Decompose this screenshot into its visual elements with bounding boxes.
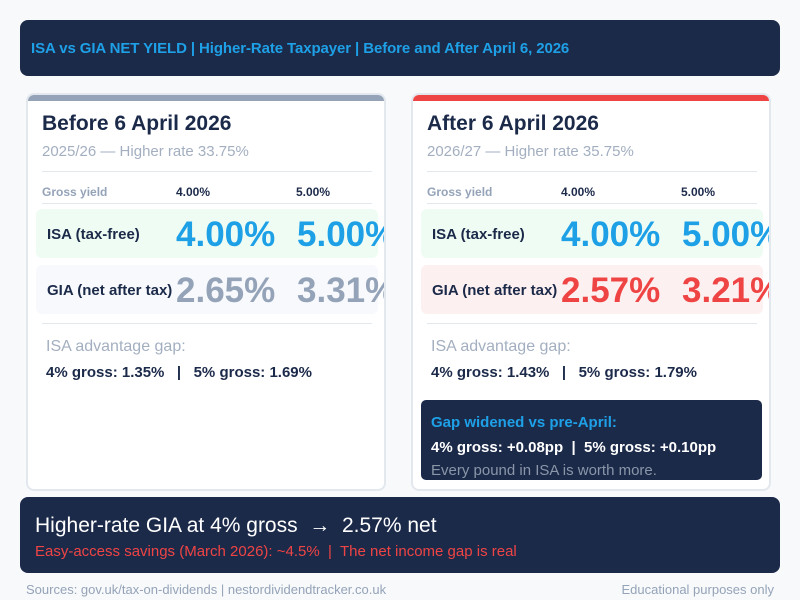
card-subtitle: 2026/27 — Higher rate 35.75% [427, 143, 634, 160]
isa-yield-5: 5.00% [297, 215, 384, 254]
gross-yield-label: Gross yield [42, 185, 108, 199]
isa-row: ISA (tax-free) 4.00% 5.00% [36, 209, 384, 258]
card-accent-bar [413, 95, 769, 101]
divider [42, 323, 372, 324]
gross-yield-4: 4.00% [176, 185, 211, 199]
gross-yield-5: 5.00% [681, 185, 716, 199]
summary-headline: Higher-rate GIA at 4% gross → 2.57% net [35, 514, 437, 537]
sources-text: Sources: gov.uk/tax-on-dividends | nesto… [26, 582, 387, 597]
gia-yield-4: 2.65% [176, 271, 276, 310]
gia-row: GIA (net after tax) 2.57% 3.21% [421, 265, 769, 314]
gap-label: ISA advantage gap: [46, 338, 186, 355]
gross-yield-label: Gross yield [427, 185, 493, 199]
divider [427, 323, 757, 324]
gia-yield-4: 2.57% [561, 271, 661, 310]
gia-yield-5: 3.31% [297, 271, 384, 310]
divider [427, 203, 757, 204]
disclaimer-text: Educational purposes only [621, 582, 775, 597]
divider [42, 171, 372, 172]
callout-values: 4% gross: +0.08pp | 5% gross: +0.10pp [431, 439, 717, 456]
gap-values: 4% gross: 1.43% | 5% gross: 1.79% [431, 364, 697, 381]
isa-yield-4: 4.00% [176, 215, 276, 254]
summary-subline: Easy-access savings (March 2026): ~4.5% … [35, 543, 517, 560]
card-title: After 6 April 2026 [427, 112, 599, 135]
row-label: ISA (tax-free) [47, 226, 140, 243]
gap-widened-callout: Gap widened vs pre-April: 4% gross: +0.0… [421, 400, 762, 480]
divider [42, 203, 372, 204]
after-card: After 6 April 2026 2026/27 — Higher rate… [411, 93, 771, 491]
row-label: ISA (tax-free) [432, 226, 525, 243]
page-title: ISA vs GIA NET YIELD | Higher-Rate Taxpa… [31, 39, 570, 57]
isa-row: ISA (tax-free) 4.00% 5.00% [421, 209, 769, 258]
gap-values: 4% gross: 1.35% | 5% gross: 1.69% [46, 364, 312, 381]
gia-yield-5: 3.21% [682, 271, 769, 310]
isa-yield-5: 5.00% [682, 215, 769, 254]
header-banner: ISA vs GIA NET YIELD | Higher-Rate Taxpa… [20, 20, 780, 76]
card-accent-bar [28, 95, 384, 101]
before-card: Before 6 April 2026 2025/26 — Higher rat… [26, 93, 386, 491]
divider [427, 171, 757, 172]
card-subtitle: 2025/26 — Higher rate 33.75% [42, 143, 249, 160]
gross-yield-4: 4.00% [561, 185, 596, 199]
card-title: Before 6 April 2026 [42, 112, 232, 135]
summary-banner: Higher-rate GIA at 4% gross → 2.57% net … [20, 497, 780, 573]
callout-note: Every pound in ISA is worth more. [431, 462, 657, 479]
row-label: GIA (net after tax) [47, 282, 173, 299]
row-label: GIA (net after tax) [432, 282, 558, 299]
isa-yield-4: 4.00% [561, 215, 661, 254]
callout-title: Gap widened vs pre-April: [431, 414, 617, 431]
gross-yield-5: 5.00% [296, 185, 331, 199]
gap-label: ISA advantage gap: [431, 338, 571, 355]
gia-row: GIA (net after tax) 2.65% 3.31% [36, 265, 384, 314]
